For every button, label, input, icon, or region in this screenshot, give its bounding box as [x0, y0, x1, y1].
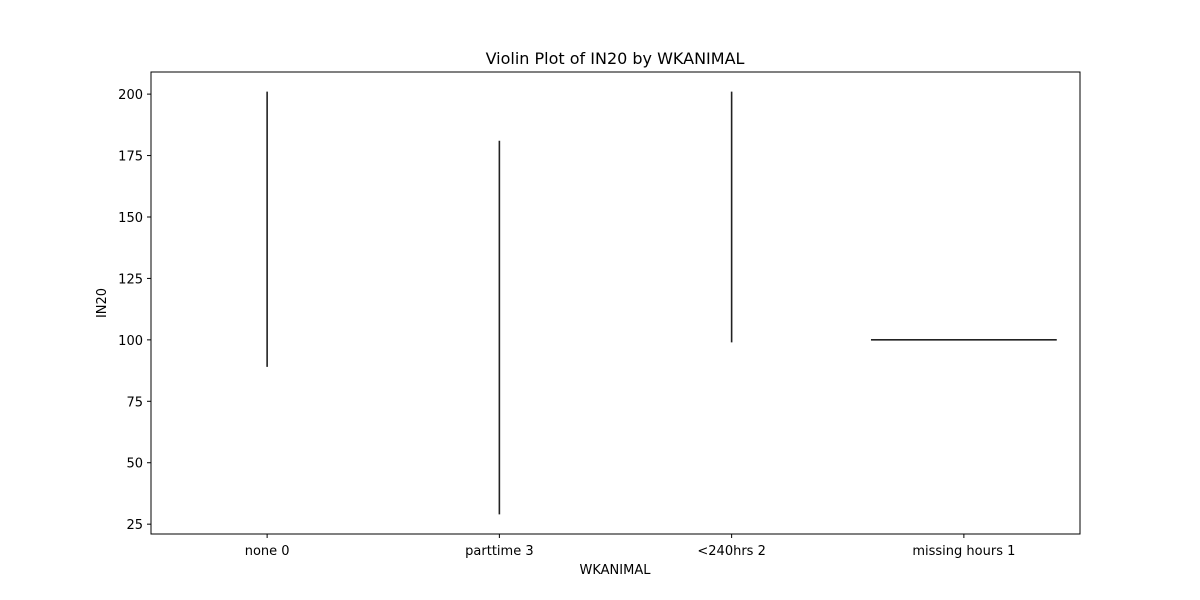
x-tick-label: none 0 [245, 544, 290, 559]
chart-title: Violin Plot of IN20 by WKANIMAL [486, 49, 745, 68]
y-axis-label: IN20 [95, 288, 110, 318]
y-tick-label: 50 [126, 457, 143, 472]
x-tick-label: missing hours 1 [912, 544, 1015, 559]
axes-frame [150, 71, 1081, 535]
x-tick-label: parttime 3 [465, 544, 533, 559]
y-tick-label: 150 [118, 211, 143, 226]
plot-area: 25 50 75 100 125 150 175 200 none 0 parttime 3 <24… [118, 71, 1081, 559]
x-axis-label: WKANIMAL [580, 563, 652, 578]
y-tick-label: 200 [118, 88, 143, 103]
x-tick-label: <240hrs 2 [697, 544, 765, 559]
y-tick-label: 175 [118, 150, 143, 165]
y-tick-label: 75 [126, 395, 143, 410]
y-tick-label: 100 [118, 334, 143, 349]
y-tick-label: 25 [126, 518, 143, 533]
y-tick-label: 125 [118, 272, 143, 287]
